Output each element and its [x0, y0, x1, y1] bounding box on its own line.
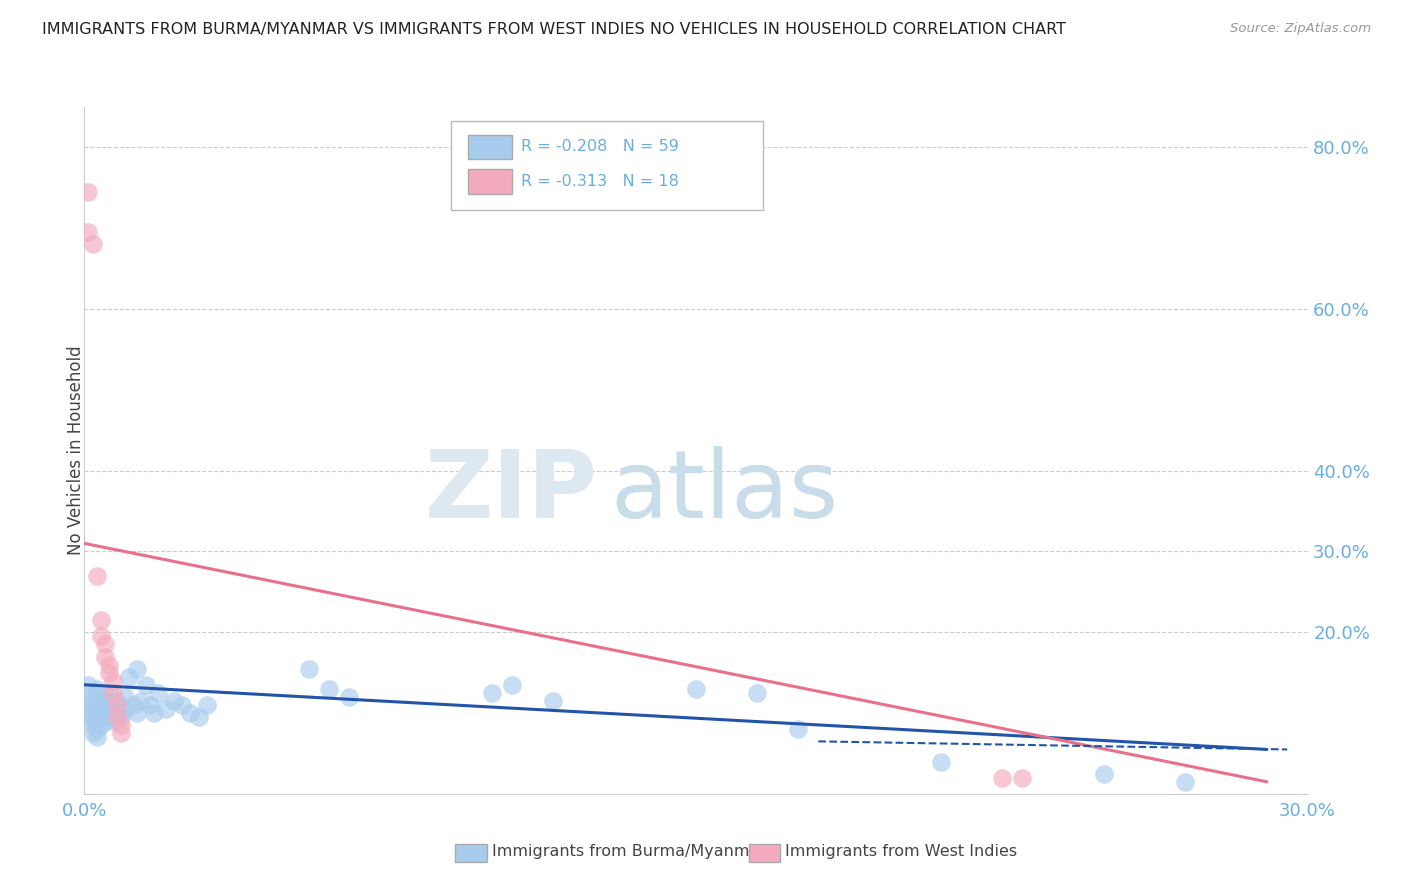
Point	[172, 698, 194, 712]
Point	[82, 710, 104, 724]
Point	[105, 694, 128, 708]
Point	[97, 710, 120, 724]
Point	[105, 710, 128, 724]
Point	[93, 637, 117, 651]
Point	[110, 718, 132, 732]
Point	[86, 694, 108, 708]
Point	[101, 714, 124, 728]
Point	[101, 702, 124, 716]
Point	[86, 568, 108, 582]
Point	[105, 706, 128, 720]
FancyBboxPatch shape	[456, 844, 486, 862]
Point	[77, 694, 100, 708]
Point	[86, 706, 108, 720]
FancyBboxPatch shape	[468, 169, 513, 194]
Point	[77, 225, 100, 239]
Text: R = -0.313   N = 18: R = -0.313 N = 18	[522, 174, 679, 189]
Point	[481, 686, 503, 700]
Point	[93, 706, 117, 720]
Point	[82, 237, 104, 252]
Point	[747, 686, 769, 700]
Point	[114, 702, 136, 716]
Text: IMMIGRANTS FROM BURMA/MYANMAR VS IMMIGRANTS FROM WEST INDIES NO VEHICLES IN HOUS: IMMIGRANTS FROM BURMA/MYANMAR VS IMMIGRA…	[42, 22, 1066, 37]
Point	[90, 629, 112, 643]
Point	[77, 185, 100, 199]
Point	[82, 718, 104, 732]
Point	[110, 726, 132, 740]
Point	[97, 657, 120, 672]
Point	[318, 681, 340, 696]
Point	[90, 690, 112, 704]
Point	[127, 662, 149, 676]
Point	[142, 706, 165, 720]
Point	[1092, 766, 1115, 780]
Point	[195, 698, 218, 712]
Point	[93, 694, 117, 708]
Point	[543, 694, 565, 708]
Point	[135, 678, 157, 692]
Point	[787, 723, 810, 737]
Point	[138, 698, 160, 712]
Point	[122, 698, 145, 712]
Point	[991, 771, 1014, 785]
Point	[97, 698, 120, 712]
Point	[298, 662, 321, 676]
Point	[86, 681, 108, 696]
Y-axis label: No Vehicles in Household: No Vehicles in Household	[67, 345, 84, 556]
Point	[127, 706, 149, 720]
Point	[82, 686, 104, 700]
Point	[90, 718, 112, 732]
Point	[105, 698, 128, 712]
Point	[97, 665, 120, 680]
Point	[77, 710, 100, 724]
Point	[110, 710, 132, 724]
Point	[101, 686, 124, 700]
Point	[155, 702, 177, 716]
Point	[82, 726, 104, 740]
Point	[146, 686, 169, 700]
Point	[90, 710, 112, 724]
Text: Immigrants from Burma/Myanmar: Immigrants from Burma/Myanmar	[492, 844, 766, 859]
Text: R = -0.208   N = 59: R = -0.208 N = 59	[522, 138, 679, 153]
Text: ZIP: ZIP	[425, 446, 598, 538]
Point	[86, 714, 108, 728]
Point	[101, 673, 124, 688]
Point	[77, 678, 100, 692]
Point	[86, 731, 108, 745]
Point	[163, 694, 186, 708]
Text: Source: ZipAtlas.com: Source: ZipAtlas.com	[1230, 22, 1371, 36]
Point	[187, 710, 209, 724]
FancyBboxPatch shape	[468, 135, 513, 160]
Text: atlas: atlas	[610, 446, 838, 538]
FancyBboxPatch shape	[451, 120, 763, 211]
Point	[118, 670, 141, 684]
Point	[86, 723, 108, 737]
Point	[685, 681, 707, 696]
Point	[114, 690, 136, 704]
Point	[90, 702, 112, 716]
Point	[93, 649, 117, 664]
Point	[77, 702, 100, 716]
Point	[131, 694, 153, 708]
Point	[1011, 771, 1033, 785]
Text: Immigrants from West Indies: Immigrants from West Indies	[786, 844, 1018, 859]
Point	[93, 714, 117, 728]
Point	[502, 678, 524, 692]
Point	[1174, 774, 1197, 789]
Point	[179, 706, 201, 720]
FancyBboxPatch shape	[748, 844, 780, 862]
Point	[339, 690, 361, 704]
Point	[90, 613, 112, 627]
Point	[929, 755, 952, 769]
Point	[82, 698, 104, 712]
Point	[97, 686, 120, 700]
